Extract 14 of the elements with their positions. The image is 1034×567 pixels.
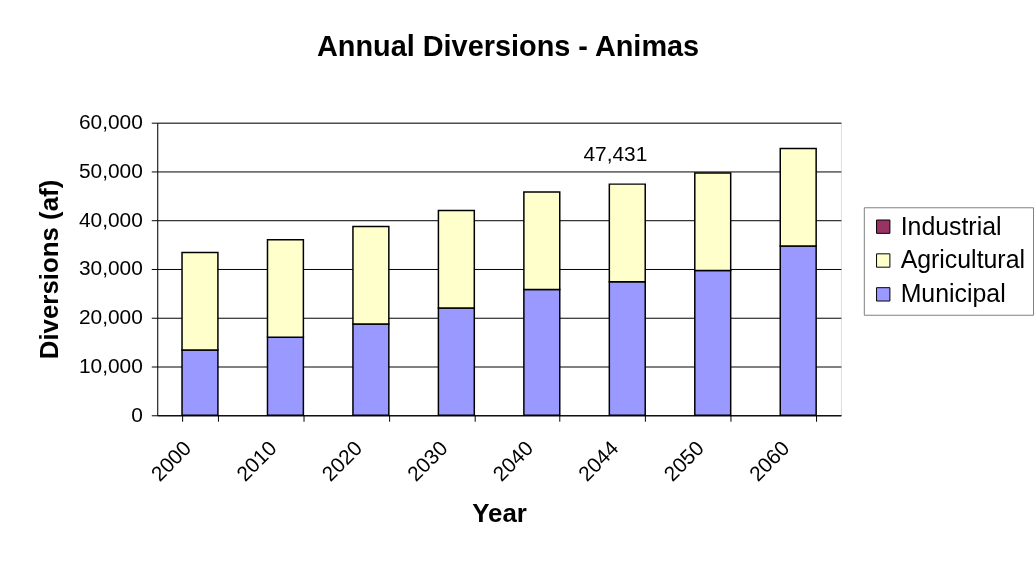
y-tick-label: 40,000 (78, 207, 143, 231)
legend-label: Agricultural (900, 245, 1025, 274)
legend-label: Industrial (900, 211, 1002, 240)
chart-title: Annual Diversions - Animas (316, 30, 700, 63)
y-tick-label: 50,000 (78, 158, 143, 182)
y-tick-label: 20,000 (78, 305, 143, 329)
y-tick-label: 60,000 (78, 110, 143, 134)
y-axis-title: Diversions (af) (34, 179, 63, 360)
annotation: 47,431 (583, 142, 648, 166)
y-tick-label: 10,000 (78, 353, 143, 377)
x-axis-title: Year (472, 499, 527, 528)
legend-label: Municipal (900, 279, 1006, 308)
y-tick-label: 0 (131, 402, 143, 426)
y-tick-label: 30,000 (78, 256, 143, 280)
